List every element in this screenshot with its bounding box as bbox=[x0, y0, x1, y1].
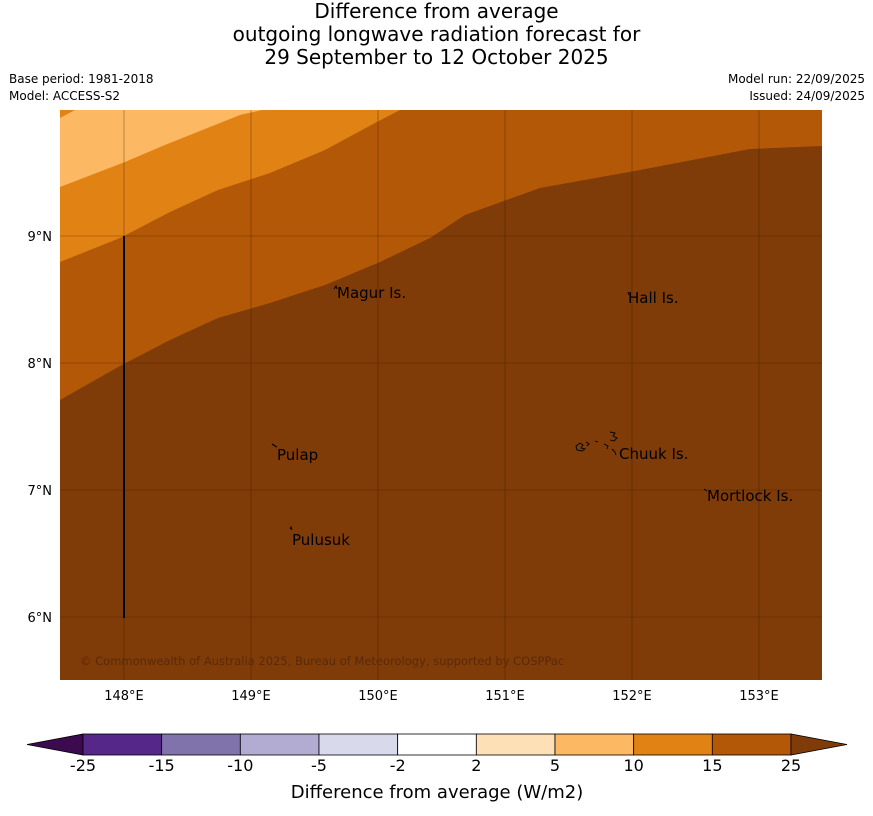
chuuk-islands-shape bbox=[575, 431, 618, 456]
map-area: Magur Is. Hall Is. Pulap Chuuk Is. Mortl… bbox=[60, 110, 822, 680]
magur-island-shape bbox=[333, 284, 338, 290]
issued-date: Issued: 24/09/2025 bbox=[749, 89, 865, 103]
lon-label-150e: 150°E bbox=[358, 689, 398, 704]
colorbar-tick-label: -15 bbox=[149, 756, 175, 775]
colorbar-tick-label: -10 bbox=[227, 756, 253, 775]
base-period: Base period: 1981-2018 bbox=[9, 72, 154, 86]
colorbar-tick-label: 5 bbox=[550, 756, 560, 775]
lat-label-8n: 8°N bbox=[28, 357, 53, 372]
colorbar-bin bbox=[161, 733, 241, 756]
lon-label-148e: 148°E bbox=[104, 689, 144, 704]
map-title: Difference from average outgoing longwav… bbox=[0, 0, 873, 69]
place-chuuk: Chuuk Is. bbox=[619, 445, 688, 463]
colorbar-ticks: -25 -15 -10 -5 -2 2 5 10 15 25 bbox=[70, 756, 801, 775]
region-5-10 bbox=[60, 110, 262, 187]
pulusuk-island-shape bbox=[289, 525, 293, 531]
hall-island-shape bbox=[627, 291, 630, 296]
colorbar-tick-label: -2 bbox=[390, 756, 406, 775]
place-pulap: Pulap bbox=[277, 446, 318, 464]
colorbar-tick-label: -25 bbox=[70, 756, 96, 775]
colorbar-bin bbox=[239, 733, 320, 756]
lat-label-6n: 6°N bbox=[28, 611, 53, 626]
colorbar-bin bbox=[554, 733, 635, 756]
colorbar-arrow-low bbox=[26, 733, 84, 756]
colorbar-bin bbox=[633, 733, 713, 756]
colorbar-arrow-high bbox=[790, 733, 848, 756]
region-15-25 bbox=[60, 110, 822, 400]
model-name: Model: ACCESS-S2 bbox=[9, 89, 121, 103]
place-hall: Hall Is. bbox=[628, 289, 679, 307]
colorbar-tick-label: 15 bbox=[702, 756, 722, 775]
colorbar-tick-label: 10 bbox=[623, 756, 643, 775]
colorbar-bins bbox=[82, 733, 792, 756]
lon-label-151e: 151°E bbox=[485, 689, 525, 704]
colorbar-bin bbox=[475, 733, 556, 756]
colorbar-tick-label: -5 bbox=[311, 756, 327, 775]
colorbar-bin bbox=[397, 733, 477, 756]
colorbar: -25 -15 -10 -5 -2 2 5 10 15 25 Difference from av… bbox=[26, 733, 848, 803]
meta-left: Base period: 1981-2018 Model: ACCESS-S2 bbox=[9, 71, 154, 105]
title-line-2: outgoing longwave radiation forecast for bbox=[232, 22, 641, 46]
place-pulusuk: Pulusuk bbox=[292, 531, 350, 549]
lon-label-152e: 152°E bbox=[612, 689, 652, 704]
lon-label-149e: 149°E bbox=[231, 689, 271, 704]
model-run: Model run: 22/09/2025 bbox=[727, 72, 865, 86]
title-line-1: Difference from average bbox=[314, 0, 559, 23]
title-line-3: 29 September to 12 October 2025 bbox=[264, 45, 609, 69]
copyright-notice: © Commonwealth of Australia 2025, Bureau… bbox=[80, 654, 564, 668]
place-magur: Magur Is. bbox=[337, 284, 406, 302]
meta-right: Model run: 22/09/2025 Issued: 24/09/2025 bbox=[728, 71, 865, 105]
lat-label-7n: 7°N bbox=[28, 484, 53, 499]
place-mortlock: Mortlock Is. bbox=[707, 487, 793, 505]
lat-label-9n: 9°N bbox=[28, 230, 53, 245]
colorbar-tick-label: 2 bbox=[471, 756, 481, 775]
pulap-island-shape bbox=[271, 443, 278, 448]
lon-label-153e: 153°E bbox=[739, 689, 779, 704]
colorbar-title: Difference from average (W/m2) bbox=[291, 782, 583, 803]
colorbar-tick-label: 25 bbox=[781, 756, 801, 775]
mortlock-island-shape bbox=[703, 488, 708, 492]
colorbar-bin bbox=[82, 733, 163, 756]
colorbar-bin bbox=[711, 733, 792, 756]
colorbar-bin bbox=[318, 733, 399, 756]
